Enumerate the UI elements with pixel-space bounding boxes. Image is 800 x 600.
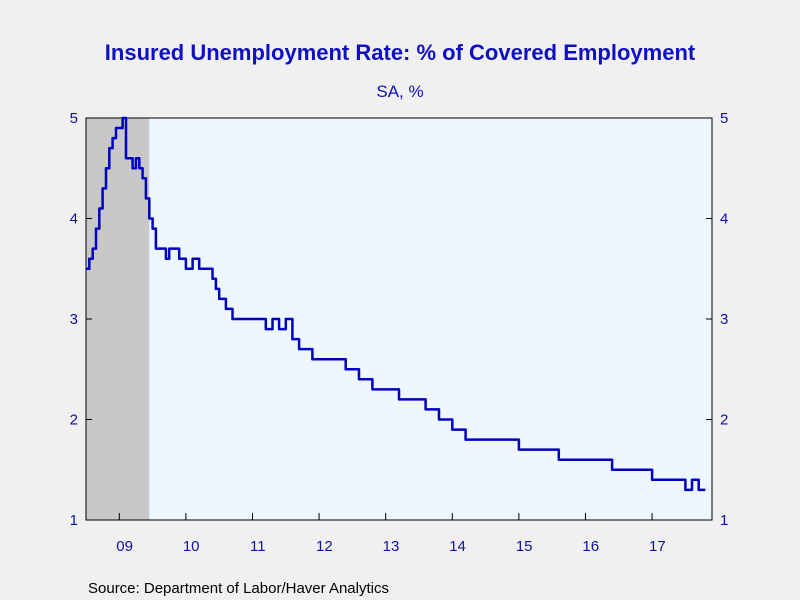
plot-area: 1 12 23 34 45 509 10 11 12 13 14 15 16 17 bbox=[70, 110, 729, 555]
x-tick-label: 12 bbox=[316, 538, 333, 555]
x-tick-label: 14 bbox=[449, 538, 466, 555]
recession-shade bbox=[86, 118, 150, 520]
x-tick-label: 17 bbox=[649, 538, 666, 555]
y-tick-label-left: 5 bbox=[70, 110, 78, 127]
y-tick-label-left: 4 bbox=[70, 211, 78, 228]
y-tick-label-left: 2 bbox=[70, 412, 78, 429]
source-note: Source: Department of Labor/Haver Analyt… bbox=[88, 580, 389, 597]
y-tick-label-right: 1 bbox=[720, 512, 728, 529]
y-tick-label-left: 1 bbox=[70, 512, 78, 529]
x-tick-label: 10 bbox=[183, 538, 200, 555]
x-tick-label: 11 bbox=[250, 538, 266, 555]
x-tick-label: 13 bbox=[383, 538, 400, 555]
x-tick-label: 15 bbox=[516, 538, 533, 555]
y-tick-label-right: 2 bbox=[720, 412, 728, 429]
y-tick-label-right: 5 bbox=[720, 110, 728, 127]
plot-background bbox=[86, 118, 712, 520]
x-tick-label: 16 bbox=[582, 538, 599, 555]
chart-subtitle: SA, % bbox=[376, 82, 423, 101]
y-tick-label-right: 3 bbox=[720, 311, 728, 328]
y-tick-label-right: 4 bbox=[720, 211, 728, 228]
series-line bbox=[86, 116, 706, 492]
y-tick-label-left: 3 bbox=[70, 311, 78, 328]
chart-title: Insured Unemployment Rate: % of Covered … bbox=[105, 40, 696, 65]
x-tick-label: 09 bbox=[116, 538, 133, 555]
